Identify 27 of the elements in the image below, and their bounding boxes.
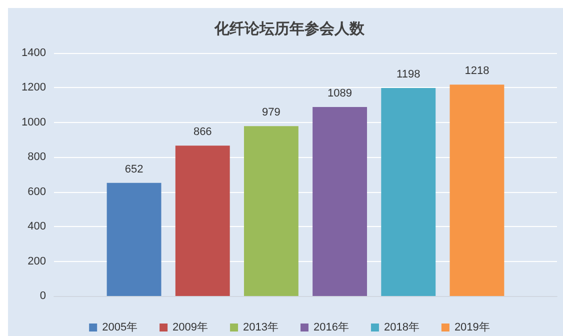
legend-label: 2016年 xyxy=(314,322,349,334)
data-label: 1218 xyxy=(464,65,490,78)
y-tick-label: 200 xyxy=(28,255,46,268)
legend-label: 2009年 xyxy=(172,322,208,334)
data-label: 1089 xyxy=(328,87,352,100)
y-tick-label: 600 xyxy=(28,186,46,198)
data-label: 1198 xyxy=(396,68,420,81)
y-tick-label: 1000 xyxy=(22,116,46,128)
y-tick-label: 400 xyxy=(28,220,46,233)
bar xyxy=(175,146,230,296)
legend-label: 2019年 xyxy=(454,322,490,334)
y-tick-label: 0 xyxy=(40,290,46,302)
legend-label: 2018年 xyxy=(384,322,420,334)
data-label: 866 xyxy=(193,126,212,138)
bar xyxy=(450,84,504,296)
data-label: 979 xyxy=(262,106,280,119)
bar xyxy=(106,182,162,296)
legend-label: 2005年 xyxy=(102,322,138,334)
bar xyxy=(312,106,368,296)
y-tick-label: 1400 xyxy=(22,47,46,59)
y-tick-label: 1200 xyxy=(22,82,46,94)
legend-label: 2013年 xyxy=(243,322,279,334)
bar xyxy=(244,126,298,296)
bar xyxy=(381,88,436,296)
chart-title: 化纤论坛历年参会人数 xyxy=(214,20,366,38)
data-label: 652 xyxy=(124,163,144,176)
y-tick-label: 800 xyxy=(28,151,46,164)
